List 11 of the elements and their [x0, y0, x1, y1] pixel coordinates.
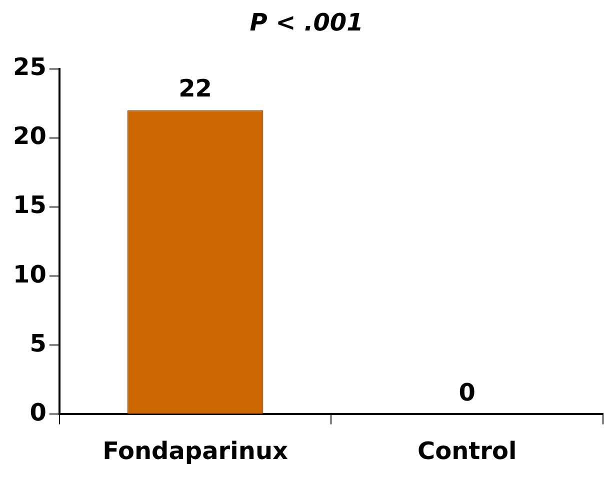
data-label: 22: [178, 74, 212, 102]
data-label: 0: [458, 378, 476, 406]
y-tick-label: 5: [30, 329, 46, 358]
chart-title: P < .001: [250, 8, 364, 37]
y-tick-label: 25: [12, 53, 46, 82]
y-tick-label: 10: [12, 260, 46, 288]
x-tick-label: Control: [417, 436, 517, 465]
x-tick-label: Fondaparinux: [102, 436, 289, 465]
y-tick-label: 0: [30, 398, 46, 426]
y-tick-label: 20: [12, 122, 46, 150]
y-tick-label: 15: [12, 191, 46, 220]
